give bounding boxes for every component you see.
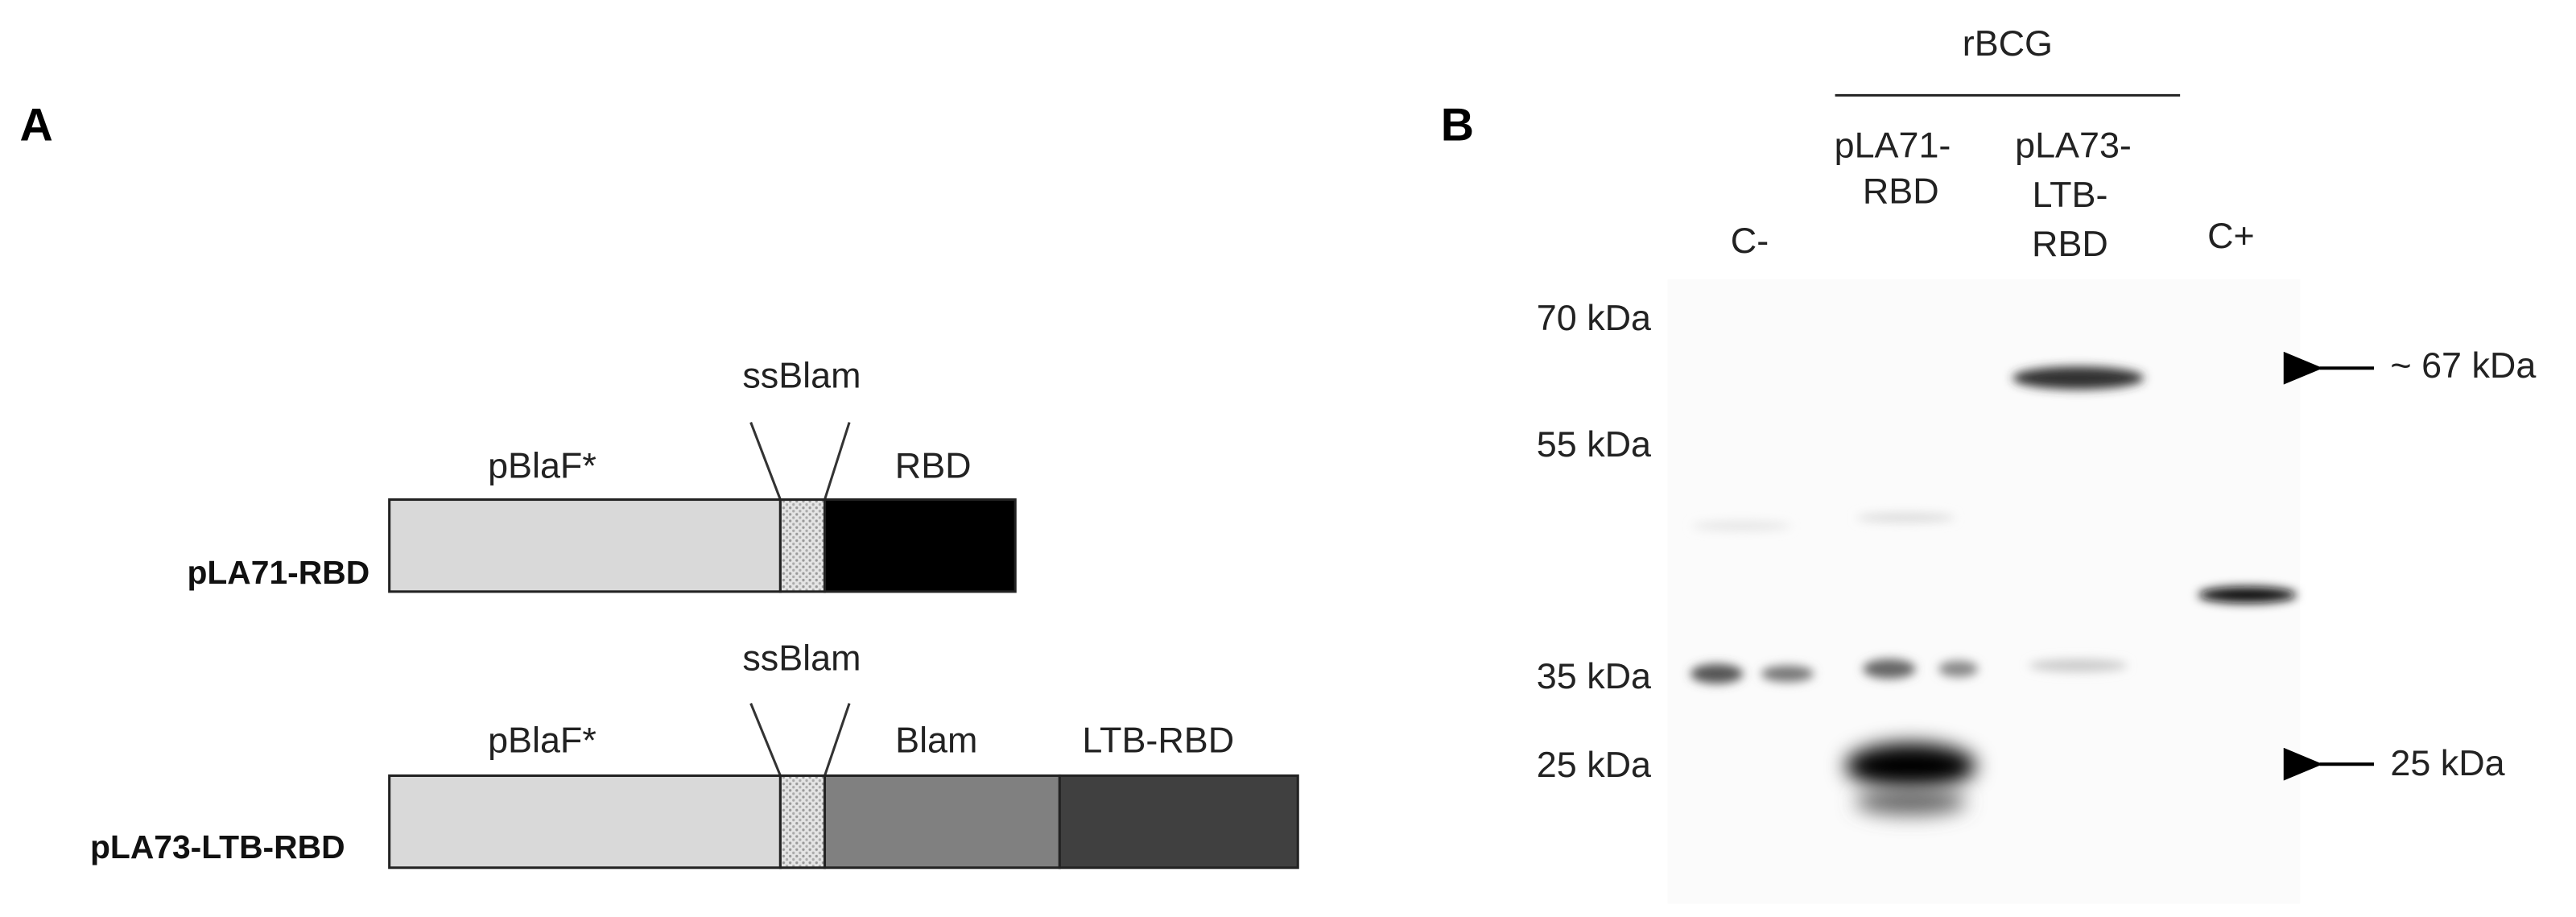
panel-label: B	[1441, 99, 1474, 151]
lane-label: C-	[1731, 220, 1769, 261]
marker-label: 35 kDa	[1537, 655, 1651, 696]
marker-label: 70 kDa	[1537, 297, 1651, 338]
lane-label: RBD	[2032, 223, 2108, 264]
blot-bands	[1690, 366, 2297, 816]
lane-label: LTB-	[2032, 174, 2107, 215]
group-label: rBCG	[1963, 23, 2053, 64]
segment-label: pBlaF*	[488, 445, 597, 486]
panel-label: A	[19, 99, 52, 151]
pointer-line	[824, 703, 851, 776]
lane-label: RBD	[1863, 171, 1939, 212]
segment-label: ssBlam	[742, 637, 861, 678]
blot	[1667, 279, 2301, 904]
arrow-label: 25 kDa	[2390, 742, 2504, 783]
arrow-label: ~ 67 kDa	[2390, 345, 2536, 386]
segment-label: LTB-RBD	[1082, 719, 1234, 760]
pointer-line	[824, 422, 851, 500]
segment-label: ssBlam	[742, 354, 861, 395]
segment-label: Blam	[895, 719, 977, 760]
lane-label: pLA71-	[1835, 125, 1951, 166]
lane-label: C+	[2207, 215, 2255, 256]
pointer-line	[749, 703, 782, 777]
marker-label: 25 kDa	[1537, 744, 1651, 785]
construct-bar	[388, 774, 1299, 869]
segment-label: pBlaF*	[488, 719, 597, 760]
marker-label: 55 kDa	[1537, 423, 1651, 465]
pointer-line	[749, 422, 782, 501]
segment-label: RBD	[895, 445, 972, 486]
lane-label: pLA73-	[2015, 125, 2132, 166]
construct-name: pLA71-RBD	[187, 554, 369, 591]
construct-bar	[388, 498, 1017, 593]
construct-name: pLA73-LTB-RBD	[90, 828, 345, 865]
